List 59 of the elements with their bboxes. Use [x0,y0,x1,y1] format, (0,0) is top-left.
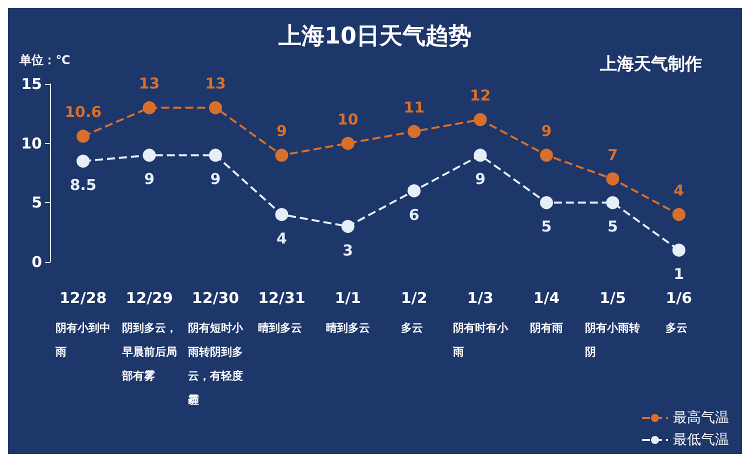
y-tick-label: 15 [21,75,42,93]
x-tick-label: 1/4 阴有雨 [530,289,563,334]
point [408,124,421,138]
point [408,184,421,198]
point [341,220,354,233]
data-label: 6 [408,206,420,224]
data-label: 13 [138,74,160,93]
legend-label: 最高气温 [673,410,729,426]
x-tick-label: 12/28 阴有小到中雨 [54,289,111,358]
legend-label: 最低气温 [673,432,729,448]
y-tick-label: 5 [32,194,42,212]
point [474,148,487,162]
point [474,113,487,126]
data-label: 12 [470,86,491,105]
data-label: 10 [337,110,358,128]
data-label: 5 [607,218,618,236]
point [540,148,553,162]
point [275,208,288,222]
data-label: 9 [144,170,155,188]
data-label: 9 [276,122,287,140]
x-tick-label: 12/29 阴到多云，早晨前后局部有雾 [120,289,177,382]
point [76,130,90,143]
point [606,196,620,210]
data-label: 9 [541,122,552,140]
data-label: 4 [276,230,287,248]
data-label: 8.5 [70,176,96,194]
point [142,148,156,162]
point [209,101,222,114]
x-tick-label: 1/6 多云 [666,289,692,334]
text: 上海天气制作 [599,54,702,74]
data-label: 11 [404,98,425,116]
data-label: 1 [674,265,684,284]
point [275,148,288,162]
point [341,136,354,150]
point [76,154,90,168]
x-tick-label: 1/5 阴有小雨转阴 [585,289,640,358]
y-tick-label: 10 [21,134,42,152]
data-label: 13 [205,74,226,93]
point [540,196,553,210]
data-label: 3 [342,241,354,260]
data-label: 7 [607,146,618,164]
data-label: 9 [210,170,221,188]
point [672,244,686,257]
x-tick-label: 1/2 多云 [400,289,428,334]
point [606,172,620,186]
x-tick-label: 1/1 晴到多云 [326,289,370,334]
point [209,148,222,162]
data-label: 9 [475,170,486,188]
x-tick-label: 12/31 晴到多云 [258,289,306,334]
y-axis-title: 单位：℃ [18,53,70,67]
y-tick-label: 0 [32,253,42,271]
data-label: 4 [674,182,684,200]
data-label: 5 [541,218,552,236]
point [672,208,686,222]
x-tick-label: 1/3 阴有时有小雨 [452,289,509,358]
data-label: 10.6 [64,103,102,122]
point [142,101,156,114]
chart-title: 上海10日天气趋势 [277,24,472,50]
x-tick-label: 12/30 阴有短时小雨转阴到多云，有轻度霾 [187,289,244,406]
